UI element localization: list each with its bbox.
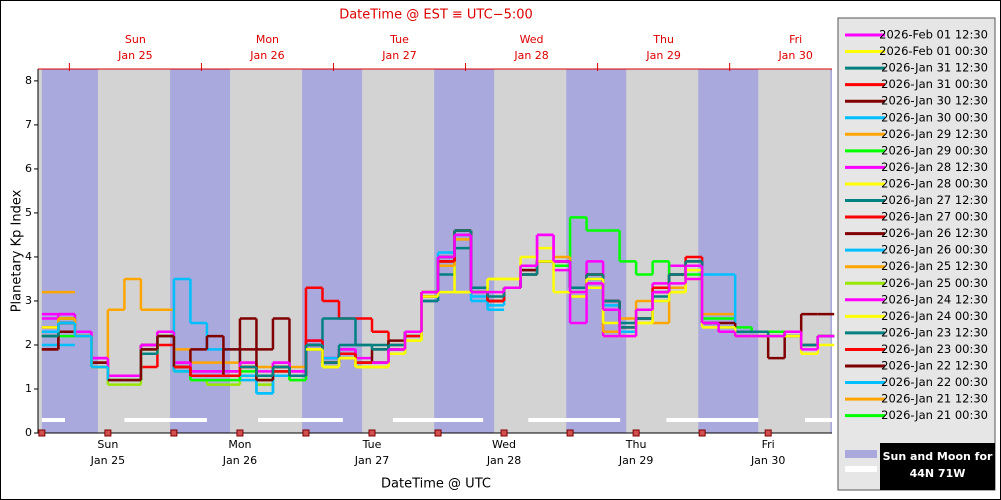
y-tick-label: 4 xyxy=(25,250,32,263)
y-tick-label: 3 xyxy=(25,294,32,307)
legend-label: 2026-Jan 23 12:30 xyxy=(881,325,988,339)
legend-label: 2026-Jan 28 00:30 xyxy=(881,176,988,190)
x2-tick-label: Fri Jan 30 xyxy=(778,33,813,62)
legend-label: 2026-Jan 25 12:30 xyxy=(881,259,988,273)
legend-label: 2026-Jan 27 00:30 xyxy=(881,210,988,224)
y-tick-label: 5 xyxy=(25,206,32,219)
legend-label: 2026-Jan 24 12:30 xyxy=(881,292,988,306)
x2-tick-label: Wed Jan 28 xyxy=(514,33,549,62)
x-tick-marker xyxy=(38,429,46,437)
y-tick-label: 8 xyxy=(25,74,32,87)
x-tick-marker xyxy=(302,429,310,437)
legend-box xyxy=(837,17,996,491)
chart-title: DateTime @ EST ≡ UTC−5:00 xyxy=(339,8,533,23)
moon-bar xyxy=(805,418,832,422)
x-tick-marker xyxy=(104,429,112,437)
x2-tick-label: Mon Jan 26 xyxy=(250,33,285,62)
moon-bar xyxy=(41,418,65,422)
moon-bar xyxy=(258,418,343,422)
x-tick-marker xyxy=(368,429,376,437)
legend-label: 2026-Jan 25 00:30 xyxy=(881,276,988,290)
x2-tick-label: Thu Jan 29 xyxy=(646,33,681,62)
legend-label: 2026-Jan 23 00:30 xyxy=(881,342,988,356)
x-tick-label: Fri Jan 30 xyxy=(750,438,786,467)
moon-bar xyxy=(124,418,207,422)
x-tick-marker xyxy=(236,429,244,437)
legend-label: 2026-Jan 31 12:30 xyxy=(881,61,988,75)
y-tick-label: 0 xyxy=(25,426,32,439)
x-tick-label: Mon Jan 26 xyxy=(222,438,258,467)
legend-moon-swatch xyxy=(845,466,877,472)
legend-label: 2026-Jan 28 12:30 xyxy=(881,160,988,174)
legend-label: 2026-Jan 31 00:30 xyxy=(881,77,988,91)
legend-label: 2026-Jan 22 00:30 xyxy=(881,375,988,389)
legend-label: 2026-Feb 01 12:30 xyxy=(879,28,988,42)
legend-label: 2026-Jan 27 12:30 xyxy=(881,193,988,207)
legend-label: 2026-Jan 24 00:30 xyxy=(881,309,988,323)
night-band xyxy=(566,69,627,433)
x-tick-marker xyxy=(632,429,640,437)
x-tick-label: Tue Jan 27 xyxy=(354,438,390,467)
legend-label: 2026-Feb 01 00:30 xyxy=(879,44,988,58)
moon-bar xyxy=(392,418,484,422)
legend-night-swatch xyxy=(845,450,877,458)
moon-bar xyxy=(528,418,621,422)
x-tick-marker xyxy=(566,429,574,437)
night-band xyxy=(434,69,495,433)
y-tick-label: 7 xyxy=(25,118,32,131)
x-tick-marker xyxy=(698,429,706,437)
x-tick-marker xyxy=(500,429,508,437)
x-tick-label: Sun Jan 25 xyxy=(90,438,126,467)
sun-moon-label: Sun and Moon for 44N 71W xyxy=(880,443,995,490)
x-tick-marker xyxy=(764,429,772,437)
x-tick-label: Thu Jan 29 xyxy=(618,438,654,467)
y-axis-label: Planetary Kp Index xyxy=(10,189,25,312)
legend-label: 2026-Jan 21 00:30 xyxy=(881,408,988,422)
moon-bar xyxy=(666,418,759,422)
night-band xyxy=(302,69,363,433)
series xyxy=(371,233,835,364)
x2-tick-label: Sun Jan 25 xyxy=(118,33,153,62)
y-tick-label: 2 xyxy=(25,338,32,351)
x-tick-marker xyxy=(434,429,442,437)
night-band xyxy=(41,69,98,433)
legend-label: 2026-Jan 30 00:30 xyxy=(881,110,988,124)
x-axis-label: DateTime @ UTC xyxy=(381,477,491,492)
x-tick-label: Wed Jan 28 xyxy=(486,438,522,467)
night-band xyxy=(698,69,759,433)
legend-label: 2026-Jan 30 12:30 xyxy=(881,94,988,108)
legend-label: 2026-Jan 29 12:30 xyxy=(881,127,988,141)
night-band xyxy=(830,69,832,433)
legend-label: 2026-Jan 21 12:30 xyxy=(881,392,988,406)
legend-label: 2026-Jan 26 12:30 xyxy=(881,226,988,240)
y-tick-label: 1 xyxy=(25,382,32,395)
legend-label: 2026-Jan 26 00:30 xyxy=(881,243,988,257)
night-band xyxy=(170,69,231,433)
y-tick-label: 6 xyxy=(25,162,32,175)
x2-tick-label: Tue Jan 27 xyxy=(382,33,417,62)
legend-label: 2026-Jan 29 00:30 xyxy=(881,143,988,157)
legend-label: 2026-Jan 22 12:30 xyxy=(881,359,988,373)
x-tick-marker xyxy=(170,429,178,437)
